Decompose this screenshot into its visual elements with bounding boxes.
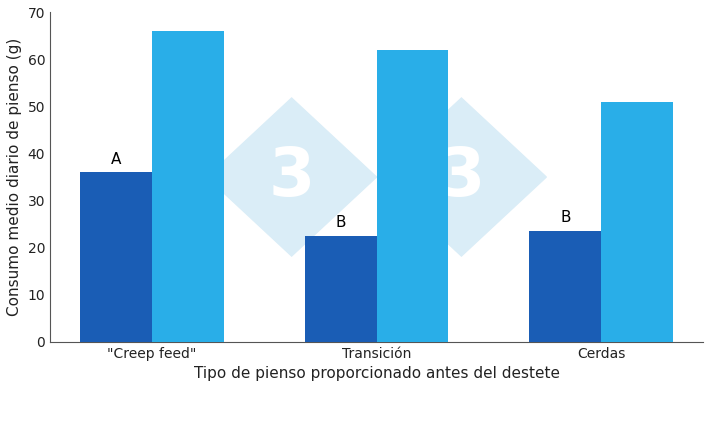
Bar xyxy=(376,50,449,342)
Bar xyxy=(152,31,224,342)
X-axis label: Tipo de pienso proporcionado antes del destete: Tipo de pienso proporcionado antes del d… xyxy=(194,366,559,381)
Text: B: B xyxy=(560,211,571,226)
Bar xyxy=(530,231,601,342)
Bar xyxy=(601,102,673,342)
Text: B: B xyxy=(335,215,346,230)
Text: 3: 3 xyxy=(438,144,484,210)
Text: 3: 3 xyxy=(268,144,315,210)
Y-axis label: Consumo medio diario de pienso (g): Consumo medio diario de pienso (g) xyxy=(7,38,22,316)
Bar xyxy=(305,236,376,342)
Polygon shape xyxy=(207,98,376,256)
Polygon shape xyxy=(376,98,546,256)
Bar xyxy=(80,172,152,342)
Text: A: A xyxy=(111,152,121,167)
